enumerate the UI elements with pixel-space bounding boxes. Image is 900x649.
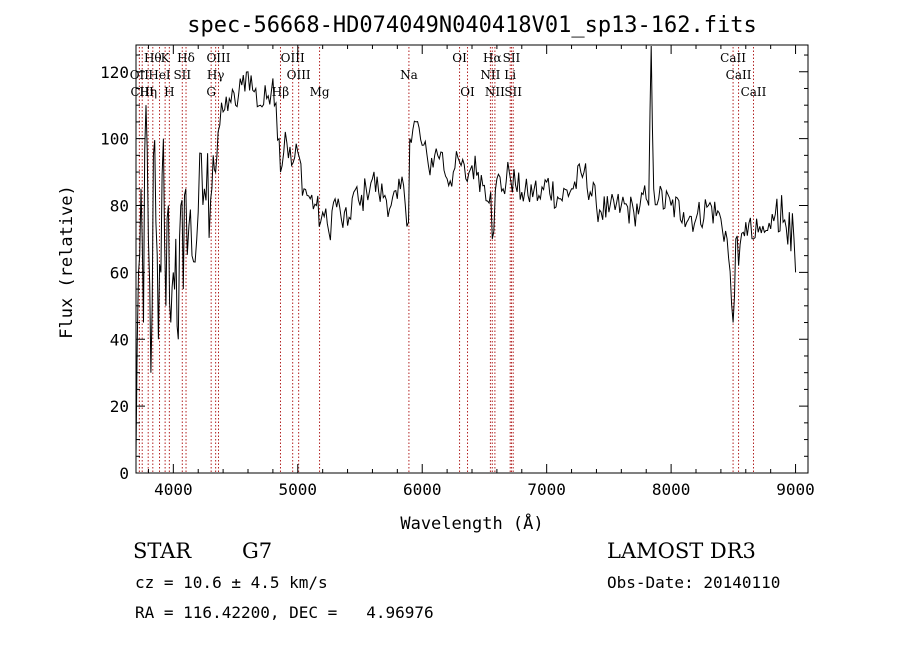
line-marker-label: HeI [148,68,171,82]
line-marker-label: CaII [720,51,746,65]
redshift-readout: cz = 10.6 ± 4.5 km/s [135,573,328,592]
x-tick-label: 6000 [403,480,442,499]
line-marker-label: NII [485,85,505,99]
line-marker-label: K [161,51,171,65]
x-axis-label: Wavelength (Å) [400,512,543,534]
x-tick-label: 5000 [279,480,318,499]
spectrum-line [135,45,797,457]
x-tick-label: 7000 [527,480,566,499]
x-tick-label: 8000 [652,480,691,499]
line-marker-label: CaII [726,68,752,82]
line-marker-label: Li [504,68,516,82]
object-class: STAR [133,539,192,563]
line-marker-label: NII [480,68,500,82]
line-marker-label: Mg [310,85,330,99]
y-tick-label: 120 [100,63,129,82]
spectral-line-markers [138,47,754,473]
coordinates-readout: RA = 116.42200, DEC = 4.96976 [135,603,434,622]
line-marker-label: OIII [206,51,230,65]
line-marker-label: OI [452,51,467,65]
y-axis-label: Flux (relative) [57,185,77,339]
y-axis: 0 20 40 60 80 100 120 [100,54,808,483]
line-marker-label: OIII [287,68,311,82]
obs-date-readout: Obs-Date: 20140110 [607,573,781,592]
line-marker-label: SII [503,51,521,65]
line-marker-label: CIII [131,85,155,99]
x-axis: 4000 5000 6000 7000 8000 9000 [147,45,815,499]
y-tick-label: 100 [100,130,129,149]
line-marker-label: G [206,85,216,99]
line-marker-label: H [164,85,174,99]
line-marker-label: Na [400,68,418,82]
y-tick-label: 60 [110,263,129,282]
y-tick-label: 80 [110,197,129,216]
line-marker-label: Hγ [207,68,225,82]
line-marker-label: CaII [741,85,767,99]
x-tick-label: 4000 [154,480,193,499]
y-tick-label: 0 [119,464,129,483]
chart-title: spec-56668-HD074049N040418V01_sp13-162.f… [187,13,757,38]
line-marker-label: SII [504,85,522,99]
line-marker-label: OIII [281,51,305,65]
line-marker-label: OI [460,85,475,99]
line-marker-label: Hθ [144,51,162,65]
line-marker-label: Hη [139,85,157,99]
line-marker-label: SII [173,68,191,82]
line-marker-label: OII [130,68,150,82]
survey-label: LAMOST DR3 [607,539,756,563]
line-marker-label: Hα [483,51,502,65]
y-tick-label: 40 [110,330,129,349]
line-marker-label: Hβ [272,85,289,99]
x-tick-label: 9000 [776,480,815,499]
plot-frame [135,44,809,474]
spectral-subclass: G7 [242,539,273,563]
line-marker-label: Hδ [177,51,195,65]
y-tick-label: 20 [110,397,129,416]
